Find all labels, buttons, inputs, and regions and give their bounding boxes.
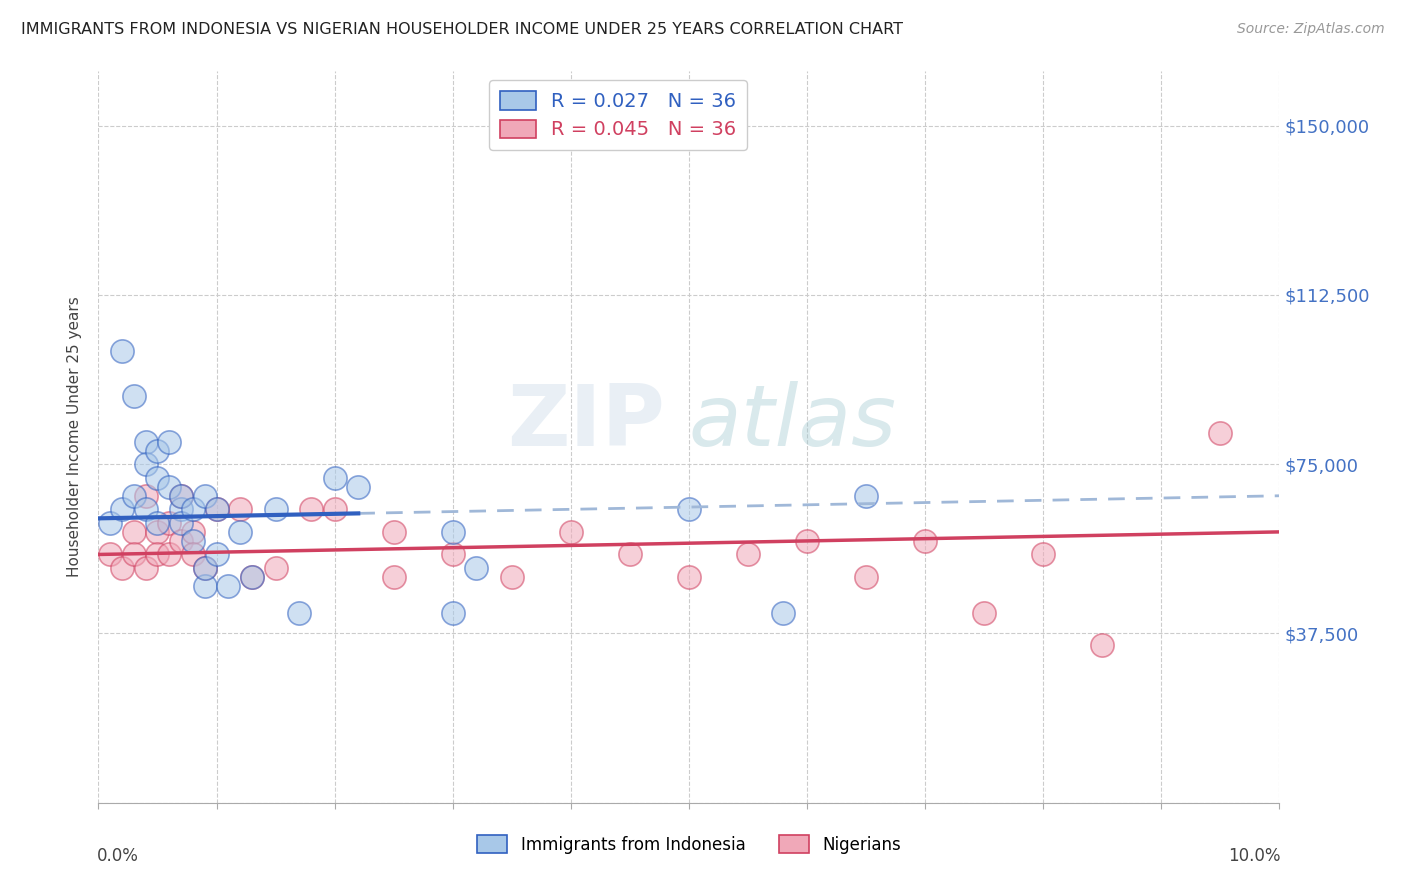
Point: [240, 570, 263, 584]
Point: [122, 548, 145, 562]
Point: [111, 561, 134, 575]
Point: [737, 548, 759, 562]
Point: [796, 533, 818, 548]
Point: [181, 548, 204, 562]
Point: [205, 548, 228, 562]
Point: [135, 489, 157, 503]
Point: [194, 561, 217, 575]
Point: [1032, 548, 1054, 562]
Y-axis label: Householder Income Under 25 years: Householder Income Under 25 years: [67, 297, 83, 577]
Text: ZIP: ZIP: [508, 381, 665, 464]
Point: [465, 561, 488, 575]
Point: [323, 502, 346, 516]
Point: [855, 489, 877, 503]
Point: [170, 502, 193, 516]
Point: [122, 524, 145, 539]
Point: [181, 524, 204, 539]
Point: [146, 443, 169, 458]
Text: 10.0%: 10.0%: [1229, 847, 1281, 864]
Point: [170, 489, 193, 503]
Point: [194, 561, 217, 575]
Point: [560, 524, 582, 539]
Point: [98, 548, 121, 562]
Point: [111, 344, 134, 359]
Point: [181, 533, 204, 548]
Point: [501, 570, 523, 584]
Point: [98, 516, 121, 530]
Point: [122, 389, 145, 403]
Point: [1209, 425, 1232, 440]
Point: [170, 489, 193, 503]
Point: [157, 548, 180, 562]
Point: [111, 502, 134, 516]
Point: [264, 561, 287, 575]
Point: [1091, 638, 1114, 652]
Point: [122, 489, 145, 503]
Point: [619, 548, 641, 562]
Legend: Immigrants from Indonesia, Nigerians: Immigrants from Indonesia, Nigerians: [471, 829, 907, 860]
Point: [157, 480, 180, 494]
Point: [205, 502, 228, 516]
Point: [678, 570, 700, 584]
Point: [382, 524, 405, 539]
Point: [205, 502, 228, 516]
Point: [194, 579, 217, 593]
Point: [146, 524, 169, 539]
Point: [678, 502, 700, 516]
Point: [229, 502, 252, 516]
Point: [135, 434, 157, 449]
Point: [288, 606, 311, 620]
Text: atlas: atlas: [689, 381, 897, 464]
Text: IMMIGRANTS FROM INDONESIA VS NIGERIAN HOUSEHOLDER INCOME UNDER 25 YEARS CORRELAT: IMMIGRANTS FROM INDONESIA VS NIGERIAN HO…: [21, 22, 903, 37]
Point: [146, 548, 169, 562]
Point: [217, 579, 239, 593]
Point: [973, 606, 995, 620]
Point: [170, 533, 193, 548]
Point: [135, 457, 157, 471]
Point: [914, 533, 936, 548]
Point: [194, 489, 217, 503]
Point: [146, 516, 169, 530]
Text: Source: ZipAtlas.com: Source: ZipAtlas.com: [1237, 22, 1385, 37]
Point: [146, 471, 169, 485]
Text: 0.0%: 0.0%: [97, 847, 139, 864]
Point: [135, 502, 157, 516]
Point: [264, 502, 287, 516]
Point: [240, 570, 263, 584]
Point: [229, 524, 252, 539]
Point: [157, 434, 180, 449]
Point: [135, 561, 157, 575]
Point: [772, 606, 794, 620]
Point: [855, 570, 877, 584]
Point: [382, 570, 405, 584]
Point: [441, 524, 464, 539]
Point: [181, 502, 204, 516]
Point: [441, 606, 464, 620]
Point: [441, 548, 464, 562]
Point: [347, 480, 370, 494]
Point: [170, 516, 193, 530]
Point: [323, 471, 346, 485]
Point: [157, 516, 180, 530]
Point: [299, 502, 322, 516]
